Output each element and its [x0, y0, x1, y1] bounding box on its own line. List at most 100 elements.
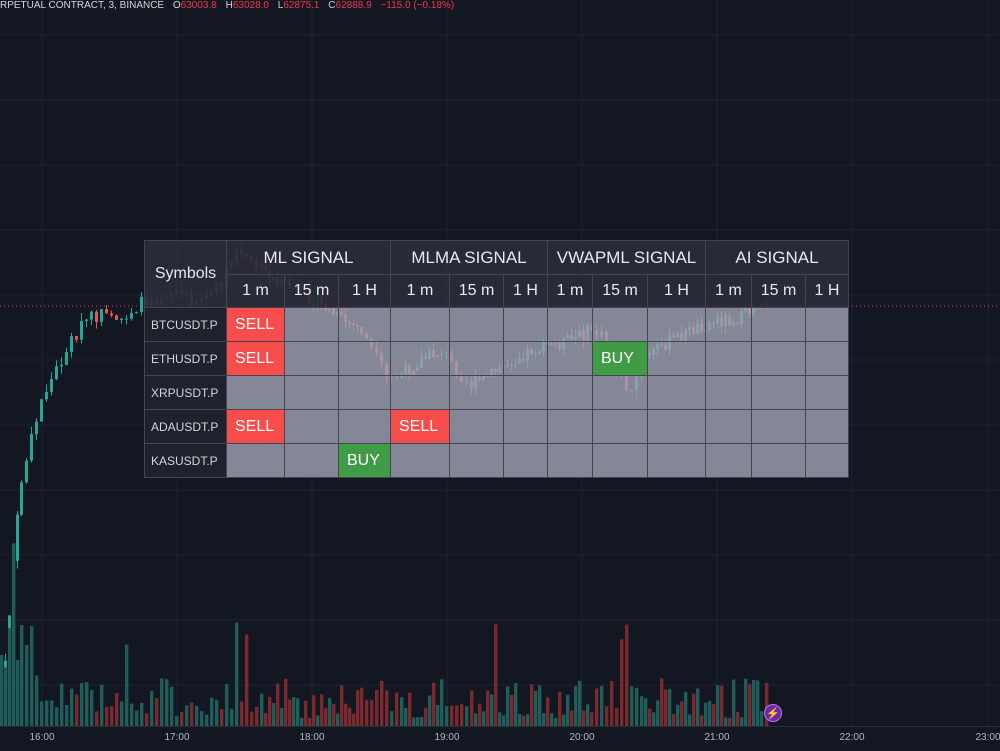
signal-empty-cell [805, 443, 849, 478]
signal-empty-cell [338, 375, 391, 410]
signal-empty-cell [547, 341, 593, 376]
volume-bar [12, 543, 16, 726]
timeframe-header: 15 m [751, 274, 806, 308]
signal-empty-cell [751, 443, 806, 478]
volume-bar [570, 710, 574, 726]
volume-bar [740, 717, 744, 726]
volume-bar [35, 675, 39, 726]
volume-bar [292, 697, 296, 726]
volume-bar [700, 715, 704, 726]
signal-sell-cell: SELL [226, 409, 285, 444]
volume-bar [455, 705, 459, 726]
signal-text [504, 452, 512, 469]
candle-body [70, 336, 73, 352]
candle-body [135, 312, 138, 314]
timeframe-header: 1 H [338, 274, 391, 308]
volume-bar [605, 706, 609, 726]
signal-text [548, 316, 556, 333]
signal-empty-cell [592, 307, 648, 342]
volume-bar [664, 689, 668, 726]
signal-text [752, 316, 760, 333]
volume-bar [542, 713, 546, 726]
signal-text [648, 316, 656, 333]
signal-empty-cell [503, 443, 548, 478]
signal-empty-cell [503, 409, 548, 444]
volume-bar [652, 712, 656, 726]
time-label: 21:00 [704, 732, 730, 743]
volume-bar [240, 701, 244, 726]
volume-bar [385, 690, 389, 726]
volume-bar [352, 713, 356, 726]
group-header-vwapml: VWAPML SIGNAL [547, 240, 706, 275]
time-axis[interactable]: 16:00 17:00 18:00 19:00 20:00 21:00 22:0… [0, 726, 1000, 751]
volume-bar [566, 694, 570, 726]
volume-bar [225, 683, 229, 726]
signal-text: BUY [347, 451, 380, 469]
volume-bar [340, 685, 344, 726]
volume-bar [470, 690, 474, 726]
volume-bar [432, 682, 436, 726]
signal-text [339, 350, 347, 367]
volume-bar [200, 710, 204, 726]
volume-bar [365, 699, 369, 726]
signal-text [806, 452, 814, 469]
timeframe-header: 15 m [449, 274, 504, 308]
signal-row: ADAUSDT.P SELL SELL [144, 409, 849, 444]
signal-empty-cell [284, 375, 339, 410]
candle-body [65, 351, 68, 366]
volume-bar [620, 639, 624, 726]
signal-empty-cell [449, 443, 504, 478]
signal-empty-cell [449, 307, 504, 342]
lightning-icon[interactable]: ⚡ [764, 704, 782, 722]
legend-open: 63003.8 [180, 0, 217, 11]
volume-bar [105, 706, 109, 726]
volume-bar [704, 702, 708, 726]
volume-bar [640, 696, 644, 726]
candle-body [50, 379, 53, 393]
legend-close-label: C [328, 0, 336, 11]
group-header-ai: AI SIGNAL [705, 240, 849, 275]
volume-bar [60, 683, 64, 726]
signal-empty-cell [751, 409, 806, 444]
volume-bar [370, 700, 374, 726]
volume-bar [684, 691, 688, 726]
signal-text [227, 452, 235, 469]
candle-body [105, 309, 108, 314]
signal-empty-cell [390, 341, 450, 376]
signal-empty-cell [705, 443, 752, 478]
volume-bar [554, 717, 558, 726]
volume-bar [424, 707, 428, 726]
symbol-label: ADAUSDT.P [144, 409, 227, 444]
volume-bar [160, 678, 164, 726]
volume-bar [530, 684, 534, 726]
signal-text [548, 418, 556, 435]
volume-bar [486, 690, 490, 726]
signal-empty-cell [805, 307, 849, 342]
group-header-mlma: MLMA SIGNAL [390, 240, 548, 275]
volume-bar [712, 704, 716, 726]
volume-bar [135, 710, 139, 726]
volume-bar [16, 660, 20, 726]
signal-row: XRPUSDT.P [144, 375, 849, 410]
symbols-header: Symbols [144, 240, 227, 308]
timeframe-header: 15 m [592, 274, 648, 308]
volume-bar [692, 693, 696, 726]
volume-bar [115, 693, 119, 726]
symbol-label: BTCUSDT.P [144, 307, 227, 342]
signal-text [450, 452, 458, 469]
volume-bar [644, 698, 648, 726]
volume-bar [272, 702, 276, 726]
signal-empty-cell [547, 443, 593, 478]
volume-bar [550, 713, 554, 726]
volume-bar [215, 699, 219, 726]
signal-text [593, 316, 601, 333]
signal-row: BTCUSDT.P SELL [144, 307, 849, 342]
volume-bar [728, 717, 732, 726]
signal-text [648, 418, 656, 435]
time-label: 20:00 [569, 732, 595, 743]
signal-text [391, 350, 399, 367]
volume-bar [538, 685, 542, 726]
volume-bar [408, 692, 412, 726]
signal-empty-cell [390, 443, 450, 478]
volume-bar [720, 685, 724, 726]
